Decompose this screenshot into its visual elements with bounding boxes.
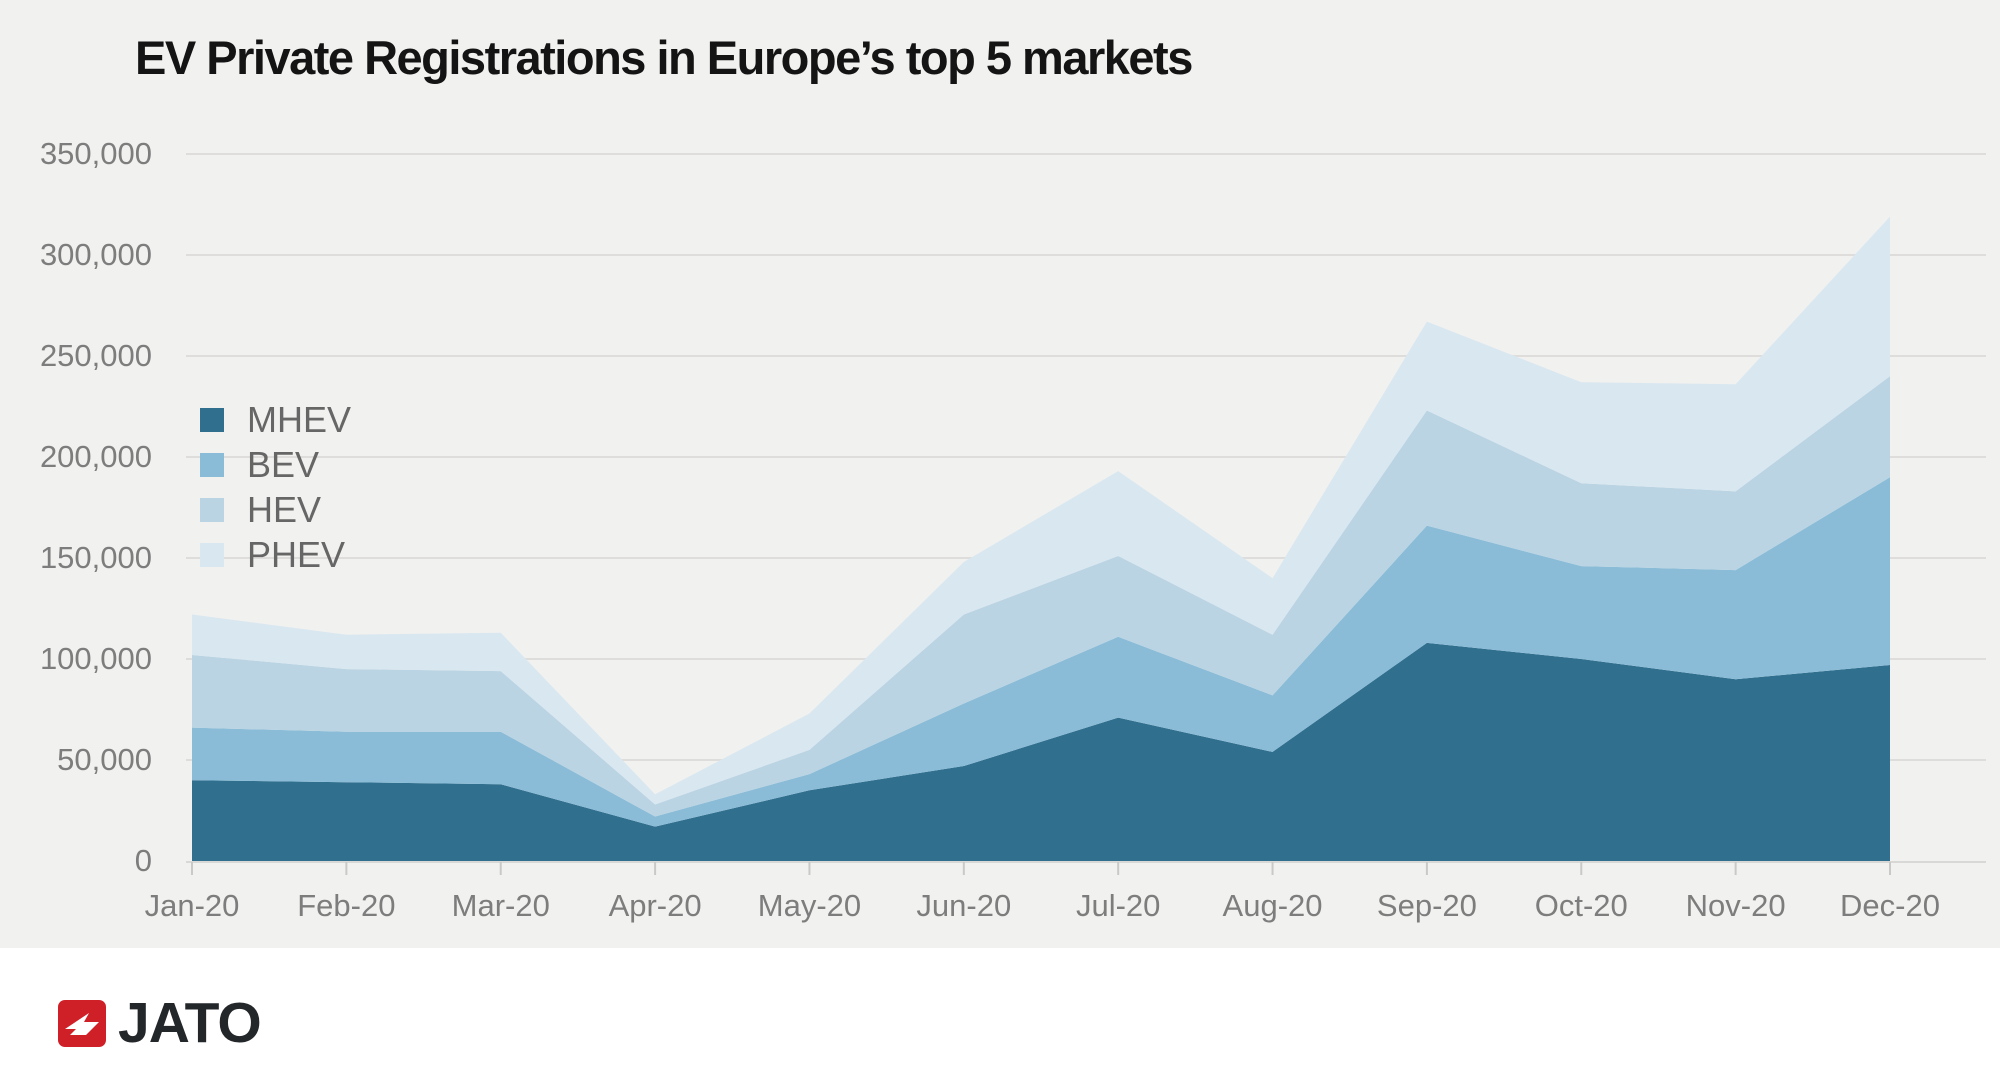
- legend-item-mhev: MHEV: [200, 399, 351, 440]
- legend-item-hev: HEV: [200, 489, 321, 530]
- jato-logo-arrow-icon: [58, 1000, 106, 1047]
- x-axis-ticks: [191, 862, 1891, 875]
- area-hev: [192, 376, 1890, 817]
- x-tick-label: Aug-20: [1223, 888, 1323, 923]
- x-tick-label: Mar-20: [452, 888, 550, 923]
- y-tick-label: 100,000: [40, 641, 152, 676]
- y-axis-labels: 0 50,000 100,000 150,000 200,000 250,000 300,0…: [40, 136, 152, 878]
- x-tick-label: Jan-20: [145, 888, 240, 923]
- x-axis-labels: Jan-20 Feb-20 Mar-20 Apr-20 May-20 Jun-20 Jul-…: [145, 888, 1940, 923]
- y-tick-label: 50,000: [57, 742, 152, 777]
- area-mhev: [192, 642, 1890, 861]
- jato-logo-text: JATO: [118, 991, 262, 1055]
- y-tick-label: 350,000: [40, 136, 152, 171]
- x-tick-label: Sep-20: [1377, 888, 1477, 923]
- y-tick-label: 300,000: [40, 237, 152, 272]
- legend-label-bev: BEV: [247, 444, 319, 485]
- legend-swatch-bev: [200, 453, 224, 477]
- chart-title: EV Private Registrations in Europe’s top…: [135, 31, 1193, 84]
- x-tick-label: Nov-20: [1686, 888, 1786, 923]
- legend-swatch-hev: [200, 498, 224, 522]
- x-tick-label: Apr-20: [609, 888, 702, 923]
- x-tick-label: Jul-20: [1076, 888, 1160, 923]
- legend-swatch-phev: [200, 543, 224, 567]
- y-tick-label: 0: [135, 843, 152, 878]
- area-phev: [192, 216, 1890, 805]
- x-tick-label: Oct-20: [1535, 888, 1628, 923]
- x-tick-label: Feb-20: [297, 888, 395, 923]
- legend-swatch-mhev: [200, 408, 224, 432]
- legend-label-mhev: MHEV: [247, 399, 351, 440]
- x-tick-label: Jun-20: [916, 888, 1011, 923]
- x-tick-label: May-20: [758, 888, 861, 923]
- x-tick-label: Dec-20: [1840, 888, 1940, 923]
- y-tick-label: 250,000: [40, 338, 152, 373]
- area-series: [192, 216, 1890, 861]
- y-tick-label: 200,000: [40, 439, 152, 474]
- legend-item-phev: PHEV: [200, 534, 345, 575]
- y-tick-label: 150,000: [40, 540, 152, 575]
- legend-label-phev: PHEV: [247, 534, 345, 575]
- legend-label-hev: HEV: [247, 489, 321, 530]
- legend-item-bev: BEV: [200, 444, 319, 485]
- jato-logo: JATO: [58, 991, 262, 1055]
- area-bev: [192, 477, 1890, 827]
